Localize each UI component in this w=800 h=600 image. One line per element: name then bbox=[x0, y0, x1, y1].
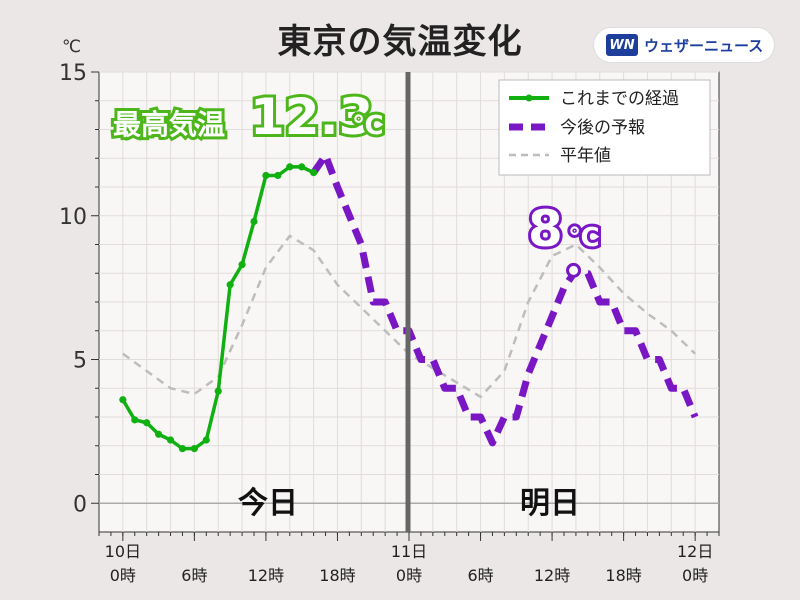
observed-point bbox=[166, 436, 175, 444]
axes: 0 5 10 15 10日 0時 6時 12時 18時 11日 0時 6時 12時 18時 12日 0時 bbox=[59, 61, 720, 585]
observed-point bbox=[286, 163, 294, 171]
tomorrow-temp-unit: ℃ bbox=[568, 223, 599, 253]
logo-mark: WN bbox=[606, 34, 638, 56]
observed-point bbox=[238, 261, 246, 269]
max-temp-unit: ℃ bbox=[352, 111, 383, 141]
x-tick-label-hour: 12時 bbox=[248, 566, 284, 585]
y-tick-label: 5 bbox=[73, 349, 87, 374]
y-tick-label: 15 bbox=[59, 61, 87, 86]
weathernews-logo: WN ウェザーニュース bbox=[594, 28, 774, 62]
x-tick-label-day: 11日 bbox=[391, 542, 427, 561]
observed-series bbox=[119, 163, 318, 453]
observed-point bbox=[131, 416, 139, 424]
logo-text: ウェザーニュース bbox=[644, 36, 764, 55]
tomorrow-max-marker bbox=[566, 262, 582, 278]
x-tick-label-hour: 0時 bbox=[110, 566, 136, 585]
legend-forecast-label: 今後の予報 bbox=[560, 118, 645, 138]
legend: これまでの経過 今後の予報 平年値 bbox=[498, 79, 711, 176]
x-tick-label-hour: 6時 bbox=[181, 566, 207, 585]
legend-observed-label: これまでの経過 bbox=[560, 89, 679, 109]
tomorrow-temp-value: 8 bbox=[528, 200, 563, 258]
y-tick-label: 0 bbox=[73, 492, 87, 517]
observed-point bbox=[143, 419, 151, 427]
chart-title: 東京の気温変化 bbox=[277, 22, 523, 62]
observed-point bbox=[298, 163, 306, 171]
forecast-line bbox=[310, 151, 699, 447]
max-temp-label: 最高気温 bbox=[113, 108, 225, 141]
y-axis-unit: ℃ bbox=[62, 37, 81, 57]
forecast-series bbox=[310, 151, 699, 447]
y-tick-label: 10 bbox=[59, 205, 87, 230]
observed-point bbox=[274, 171, 282, 180]
observed-point bbox=[119, 396, 127, 404]
observed-point bbox=[214, 387, 222, 395]
observed-point bbox=[190, 445, 198, 453]
legend-observed-marker bbox=[525, 94, 533, 102]
observed-point bbox=[155, 430, 163, 438]
observed-point bbox=[262, 171, 270, 180]
x-tick-label-hour: 0時 bbox=[682, 566, 708, 585]
day-label-tomorrow: 明日 bbox=[520, 486, 580, 521]
max-temp-value: 12.3 bbox=[250, 88, 373, 146]
x-tick-label-hour: 12時 bbox=[534, 566, 570, 585]
day-label-today: 今日 bbox=[238, 486, 298, 521]
x-tick-label-hour: 18時 bbox=[605, 566, 641, 585]
legend-normal-label: 平年値 bbox=[560, 146, 611, 166]
x-tick-label-hour: 6時 bbox=[467, 566, 493, 585]
x-tick-label-hour: 0時 bbox=[396, 566, 422, 585]
x-tick-label-day: 12日 bbox=[677, 542, 713, 561]
observed-point bbox=[226, 281, 234, 289]
observed-point bbox=[310, 169, 318, 177]
observed-point bbox=[202, 436, 210, 444]
x-tick-label-day: 10日 bbox=[105, 542, 141, 561]
observed-point bbox=[178, 445, 187, 453]
observed-point bbox=[250, 217, 258, 226]
x-tick-label-hour: 18時 bbox=[319, 566, 355, 585]
